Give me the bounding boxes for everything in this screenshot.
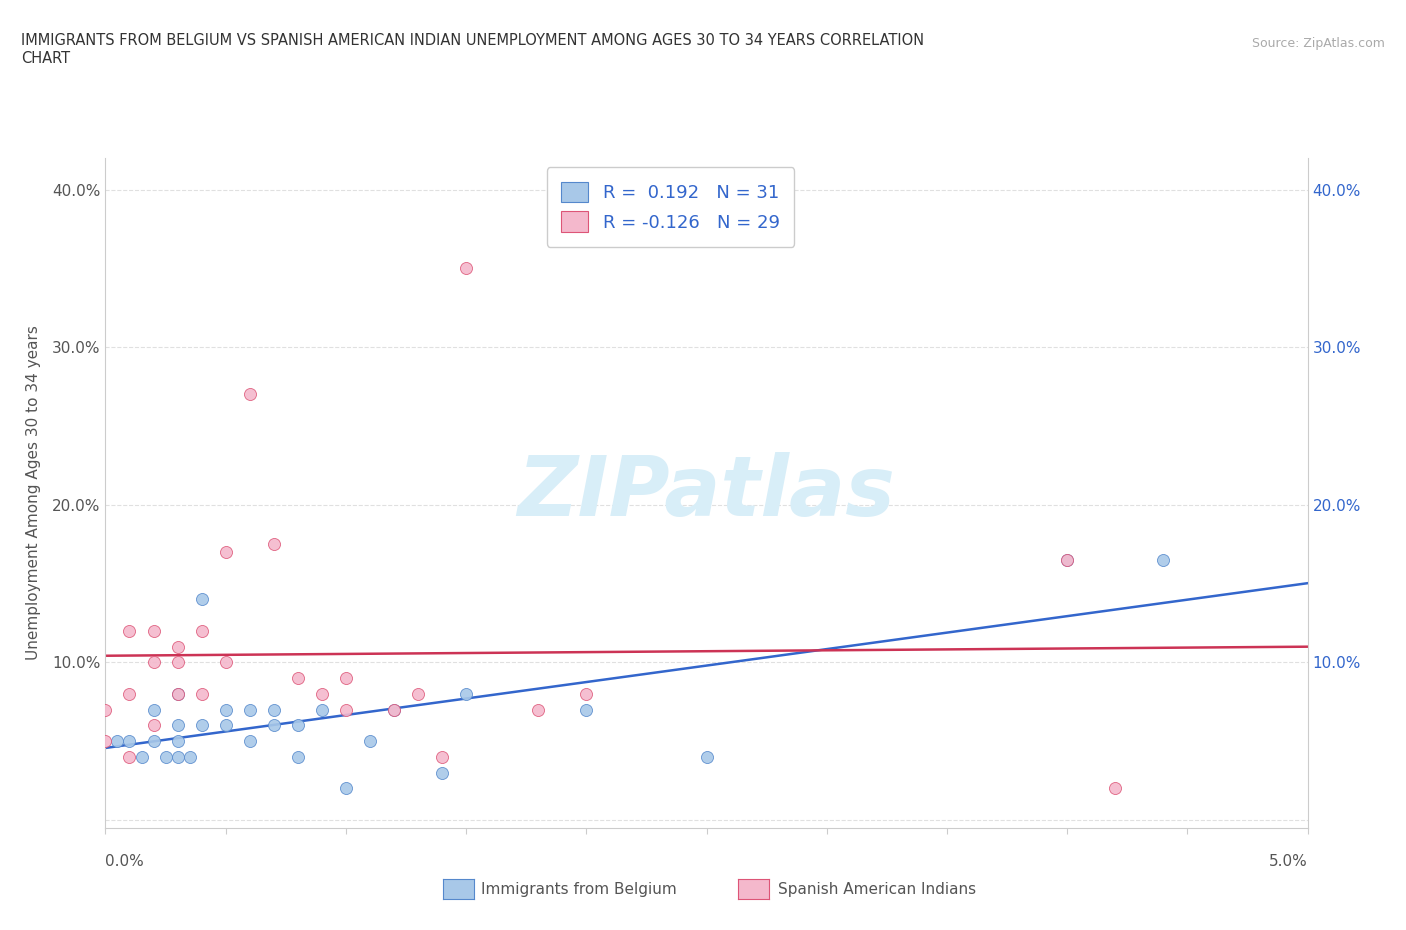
Text: CHART: CHART [21, 51, 70, 66]
Text: ZIPatlas: ZIPatlas [517, 452, 896, 534]
Text: 0.0%: 0.0% [105, 855, 145, 870]
Point [263, 718, 285, 733]
Point [287, 718, 309, 733]
Point [1056, 552, 1078, 567]
Point [166, 639, 188, 654]
Point [118, 734, 141, 749]
Point [166, 686, 188, 701]
Point [94, 734, 117, 749]
Point [118, 686, 141, 701]
Text: 5.0%: 5.0% [1268, 855, 1308, 870]
Point [142, 623, 165, 638]
Point [430, 750, 453, 764]
Point [166, 718, 188, 733]
Point [335, 781, 357, 796]
Point [311, 702, 333, 717]
Point [239, 387, 262, 402]
Point [190, 686, 212, 701]
Point [166, 750, 188, 764]
Point [406, 686, 429, 701]
Point [575, 702, 598, 717]
Point [94, 702, 117, 717]
Point [454, 261, 477, 276]
Point [166, 655, 188, 670]
Point [142, 718, 165, 733]
Point [335, 671, 357, 685]
Point [1104, 781, 1126, 796]
Point [382, 702, 405, 717]
Point [190, 623, 212, 638]
Point [239, 702, 262, 717]
Point [118, 750, 141, 764]
Legend: R =  0.192   N = 31, R = -0.126   N = 29: R = 0.192 N = 31, R = -0.126 N = 29 [547, 167, 794, 246]
Point [131, 750, 153, 764]
Point [527, 702, 550, 717]
Point [142, 702, 165, 717]
Point [214, 702, 236, 717]
Point [214, 718, 236, 733]
Point [263, 702, 285, 717]
Point [142, 734, 165, 749]
Point [287, 750, 309, 764]
Point [382, 702, 405, 717]
Point [239, 734, 262, 749]
Point [214, 655, 236, 670]
Point [696, 750, 718, 764]
Point [190, 591, 212, 606]
Text: Spanish American Indians: Spanish American Indians [778, 882, 976, 897]
Point [359, 734, 381, 749]
Point [430, 765, 453, 780]
Point [118, 623, 141, 638]
Point [311, 686, 333, 701]
Y-axis label: Unemployment Among Ages 30 to 34 years: Unemployment Among Ages 30 to 34 years [25, 326, 41, 660]
Point [166, 686, 188, 701]
Text: IMMIGRANTS FROM BELGIUM VS SPANISH AMERICAN INDIAN UNEMPLOYMENT AMONG AGES 30 TO: IMMIGRANTS FROM BELGIUM VS SPANISH AMERI… [21, 33, 924, 47]
Point [1152, 552, 1174, 567]
Point [214, 545, 236, 560]
Point [575, 686, 598, 701]
Point [107, 734, 129, 749]
Point [263, 537, 285, 551]
Point [454, 686, 477, 701]
Point [166, 734, 188, 749]
Text: Source: ZipAtlas.com: Source: ZipAtlas.com [1251, 37, 1385, 50]
Point [335, 702, 357, 717]
Point [1056, 552, 1078, 567]
Point [287, 671, 309, 685]
Point [142, 655, 165, 670]
Point [179, 750, 201, 764]
Text: Immigrants from Belgium: Immigrants from Belgium [481, 882, 676, 897]
Point [155, 750, 177, 764]
Point [190, 718, 212, 733]
